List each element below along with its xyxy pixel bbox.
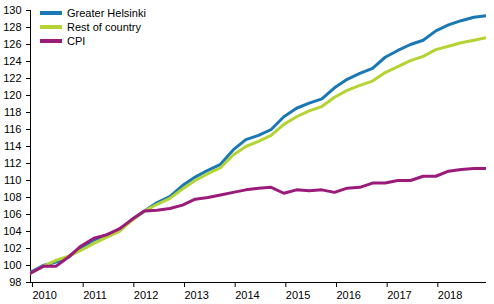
svg-text:2010: 2010 — [33, 289, 57, 301]
svg-text:122: 122 — [3, 72, 21, 84]
svg-text:102: 102 — [3, 242, 21, 254]
svg-text:2017: 2017 — [387, 289, 411, 301]
svg-text:108: 108 — [3, 191, 21, 203]
svg-text:2013: 2013 — [185, 289, 209, 301]
svg-text:98: 98 — [9, 276, 21, 288]
svg-text:116: 116 — [4, 123, 22, 135]
svg-text:2015: 2015 — [286, 289, 310, 301]
svg-text:124: 124 — [3, 55, 21, 67]
svg-text:110: 110 — [4, 174, 22, 186]
html-text:Greater Helsinki: Greater Helsinki — [67, 7, 146, 19]
svg-text:100: 100 — [3, 259, 21, 271]
svg-text:2011: 2011 — [83, 289, 107, 301]
svg-text:126: 126 — [3, 38, 21, 50]
svg-text:2018: 2018 — [438, 289, 462, 301]
svg-text:120: 120 — [3, 89, 21, 101]
svg-text:118: 118 — [4, 106, 22, 118]
svg-text:130: 130 — [3, 4, 21, 16]
svg-text:2012: 2012 — [134, 289, 158, 301]
svg-text:2016: 2016 — [337, 289, 361, 301]
svg-text:112: 112 — [4, 157, 22, 169]
svg-text:2014: 2014 — [235, 289, 259, 301]
svg-text:104: 104 — [3, 225, 21, 237]
html-text:CPI: CPI — [67, 35, 86, 47]
svg-text:128: 128 — [3, 21, 21, 33]
svg-text:114: 114 — [4, 140, 22, 152]
svg-text:106: 106 — [3, 208, 21, 220]
html-text:Rest of country: Rest of country — [67, 21, 141, 33]
